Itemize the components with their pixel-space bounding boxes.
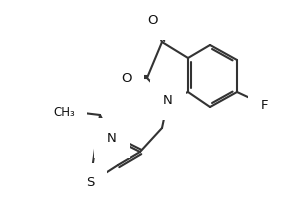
Text: N: N: [163, 93, 173, 107]
Text: S: S: [86, 176, 94, 189]
Text: F: F: [261, 98, 269, 111]
Text: O: O: [147, 13, 157, 27]
Text: O: O: [121, 71, 131, 85]
Text: N: N: [107, 131, 117, 145]
Text: CH₃: CH₃: [53, 106, 75, 118]
